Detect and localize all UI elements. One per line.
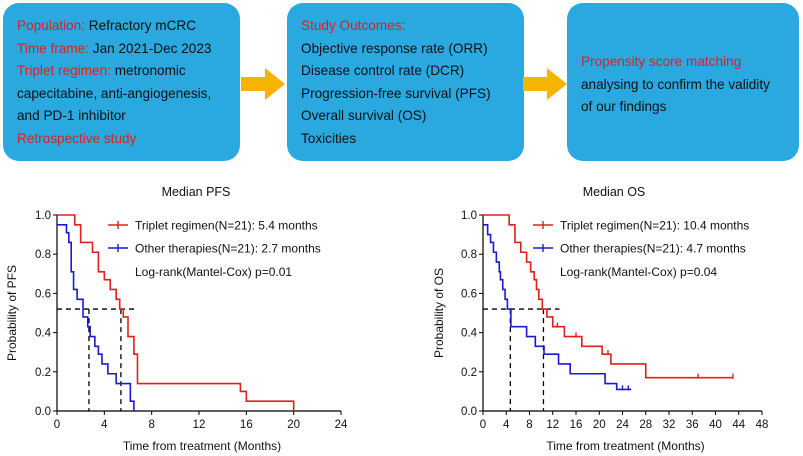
study-type: Retrospective study	[17, 130, 137, 146]
right-arrow-icon	[241, 68, 285, 100]
chart-title: Median OS	[583, 185, 646, 199]
outcome-item: Progression-free survival (PFS)	[301, 85, 491, 101]
regimen-line-3: and PD-1 inhibitor	[17, 108, 126, 123]
x-tick-label: 40	[709, 419, 722, 431]
outcome-item: Objective response rate (ORR)	[301, 40, 488, 56]
km-curve-red	[57, 214, 295, 411]
km-curve-red	[483, 214, 733, 379]
x-tick-label: 24	[335, 419, 348, 431]
study-outcomes-box: Study Outcomes: Objective response rate …	[287, 3, 524, 161]
regimen-line-2: capecitabine, anti-angiogenesis,	[17, 85, 212, 101]
legend-entry: Triplet regimen(N=21): 10.4 months	[560, 219, 749, 233]
y-tick-label: 1.0	[461, 210, 477, 222]
x-tick-label: 8	[148, 419, 154, 431]
propensity-title: Propensity score matching	[581, 54, 742, 69]
y-tick-label: 0.0	[461, 406, 477, 418]
x-tick-label: 20	[593, 419, 606, 431]
legend-entry: Triplet regimen(N=21): 5.4 months	[135, 219, 318, 233]
x-tick-label: 44	[732, 419, 745, 431]
propensity-line-1: analysing to confirm the validity	[581, 76, 770, 92]
x-axis-label: Time from treatment (Months)	[123, 439, 281, 453]
propensity-line-2: of our findings	[581, 99, 667, 114]
x-tick-label: 4	[101, 419, 108, 431]
km-curve-blue	[483, 224, 632, 391]
x-axis-label: Time from treatment (Months)	[546, 439, 704, 453]
y-tick-label: 0.4	[461, 328, 478, 340]
y-tick-label: 0.4	[35, 328, 52, 340]
regimen-label: Triplet regimen:	[17, 63, 111, 78]
km-curve-blue	[57, 224, 135, 411]
x-tick-label: 12	[546, 419, 559, 431]
y-tick-label: 1.0	[35, 210, 51, 222]
outcome-item: Disease control rate (DCR)	[301, 63, 465, 78]
x-tick-label: 16	[240, 419, 253, 431]
x-tick-label: 16	[570, 419, 583, 431]
logrank-annotation: Log-rank(Mantel-Cox) p=0.01	[135, 265, 292, 279]
population-value: Refractory mCRC	[85, 18, 197, 33]
y-tick-label: 0.6	[461, 288, 477, 300]
x-tick-label: 12	[193, 419, 206, 431]
outcomes-title: Study Outcomes:	[301, 18, 406, 33]
y-tick-label: 0.2	[35, 367, 51, 379]
legend-entry: Other therapies(N=21): 2.7 months	[135, 242, 321, 256]
legend-entry: Other therapies(N=21): 4.7 months	[560, 242, 746, 256]
y-tick-label: 0.6	[35, 288, 51, 300]
x-tick-label: 0	[480, 419, 486, 431]
population-box: Population: Refractory mCRC Time frame: …	[3, 3, 240, 161]
y-tick-label: 0.8	[35, 249, 51, 261]
y-tick-label: 0.8	[461, 249, 477, 261]
x-tick-label: 32	[663, 419, 676, 431]
x-tick-label: 36	[686, 419, 699, 431]
right-arrow-icon	[523, 68, 567, 100]
x-tick-label: 0	[54, 419, 60, 431]
timeframe-label: Time frame:	[17, 40, 90, 56]
y-axis-label: Probability of PFS	[5, 265, 19, 361]
outcome-item: Overall survival (OS)	[301, 108, 427, 123]
population-label: Population:	[17, 18, 86, 33]
x-tick-label: 24	[616, 419, 629, 431]
x-tick-label: 48	[756, 419, 769, 431]
timeframe-value: Jan 2021-Dec 2023	[89, 40, 212, 56]
propensity-box: Propensity score matching analysing to c…	[567, 3, 799, 161]
x-tick-label: 28	[639, 419, 652, 431]
chart-title: Median PFS	[162, 185, 231, 199]
outcome-item: Toxicities	[301, 130, 357, 146]
x-tick-label: 20	[287, 419, 300, 431]
x-tick-label: 8	[526, 419, 532, 431]
y-tick-label: 0.0	[35, 406, 51, 418]
y-axis-label: Probability of OS	[432, 268, 446, 358]
x-tick-label: 4	[503, 419, 510, 431]
regimen-line-1: metronomic	[110, 63, 186, 78]
y-tick-label: 0.2	[461, 367, 477, 379]
logrank-annotation: Log-rank(Mantel-Cox) p=0.04	[560, 265, 717, 279]
